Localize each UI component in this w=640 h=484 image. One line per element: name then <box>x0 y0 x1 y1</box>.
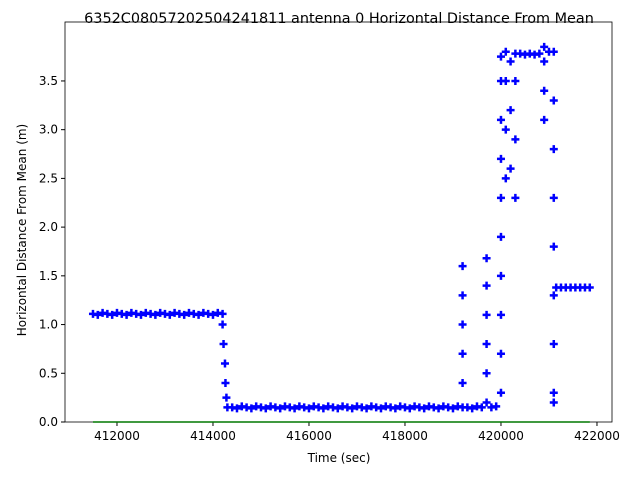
plus-marker <box>458 262 467 271</box>
plus-marker <box>496 193 505 202</box>
plot-frame <box>64 21 613 423</box>
plus-marker <box>549 398 558 407</box>
x-tick-label: 416000 <box>286 429 332 443</box>
plus-marker <box>549 96 558 105</box>
plus-marker <box>420 404 429 413</box>
plus-marker <box>458 379 467 388</box>
plus-marker <box>549 145 558 154</box>
plus-marker <box>458 320 467 329</box>
plus-marker <box>482 369 491 378</box>
plus-marker <box>496 232 505 241</box>
x-tick-label: 418000 <box>382 429 428 443</box>
plus-marker <box>496 271 505 280</box>
plus-marker <box>458 291 467 300</box>
plus-marker <box>448 404 457 413</box>
plus-marker <box>208 310 217 319</box>
plus-marker <box>232 404 241 413</box>
plus-marker <box>501 47 510 56</box>
plus-marker <box>540 115 549 124</box>
plus-marker <box>496 310 505 319</box>
plus-marker <box>319 404 328 413</box>
plus-marker <box>218 320 227 329</box>
plus-marker <box>93 310 102 319</box>
plus-marker <box>458 349 467 358</box>
plus-marker <box>333 404 342 413</box>
plus-marker <box>549 47 558 56</box>
chart-title: 6352C08057202504241811 antenna 0 Horizon… <box>84 11 594 27</box>
plus-marker <box>496 115 505 124</box>
y-tick-label: 1.5 <box>39 269 58 283</box>
plus-marker <box>482 398 491 407</box>
plus-marker <box>482 254 491 263</box>
plus-marker <box>220 359 229 368</box>
plus-marker <box>506 106 515 115</box>
plus-marker <box>549 242 558 251</box>
plus-marker <box>276 404 285 413</box>
plus-marker <box>492 402 501 411</box>
plus-marker <box>496 52 505 61</box>
plus-marker <box>482 340 491 349</box>
plus-marker <box>501 76 510 85</box>
y-tick-label: 1.0 <box>39 318 58 332</box>
plus-marker <box>108 310 117 319</box>
plus-marker <box>540 57 549 66</box>
plus-marker <box>405 404 414 413</box>
plus-marker <box>511 135 520 144</box>
plus-marker <box>535 49 544 58</box>
plus-marker <box>348 404 357 413</box>
x-axis-label: Time (sec) <box>307 451 371 465</box>
plus-marker <box>501 174 510 183</box>
plus-marker <box>482 281 491 290</box>
plus-marker <box>511 193 520 202</box>
plus-marker <box>290 404 299 413</box>
plus-marker <box>304 404 313 413</box>
plus-marker <box>391 404 400 413</box>
plus-marker <box>506 57 515 66</box>
y-tick-label: 0.5 <box>39 366 58 380</box>
plus-marker <box>549 291 558 300</box>
plus-marker <box>511 76 520 85</box>
plus-marker <box>549 340 558 349</box>
plus-marker <box>362 404 371 413</box>
y-tick-label: 3.5 <box>39 74 58 88</box>
plus-marker <box>165 310 174 319</box>
plus-marker <box>222 393 231 402</box>
plus-marker <box>261 404 270 413</box>
plus-marker <box>540 42 549 51</box>
plus-marker <box>219 340 228 349</box>
y-tick-label: 3.0 <box>39 123 58 137</box>
plus-marker <box>468 404 477 413</box>
x-tick-label: 414000 <box>190 429 236 443</box>
plus-marker <box>477 403 486 412</box>
plus-marker <box>136 310 145 319</box>
plus-marker <box>151 310 160 319</box>
x-tick-label: 420000 <box>478 429 524 443</box>
plus-marker <box>549 193 558 202</box>
plus-marker <box>482 310 491 319</box>
plus-marker <box>218 309 227 318</box>
plus-marker <box>496 349 505 358</box>
plus-marker <box>247 404 256 413</box>
plus-marker <box>194 310 203 319</box>
y-tick-label: 2.5 <box>39 171 58 185</box>
plus-marker <box>496 154 505 163</box>
y-tick-label: 0.0 <box>39 415 58 429</box>
y-axis-label: Horizontal Distance From Mean (m) <box>15 124 29 336</box>
plus-marker <box>506 164 515 173</box>
plus-marker <box>434 404 443 413</box>
plus-marker <box>585 283 594 292</box>
plus-marker <box>540 86 549 95</box>
y-tick-label: 2.0 <box>39 220 58 234</box>
plus-marker <box>501 125 510 134</box>
x-tick-label: 422000 <box>574 429 620 443</box>
plus-marker <box>221 379 230 388</box>
plus-marker <box>180 310 189 319</box>
x-tick-label: 412000 <box>94 429 140 443</box>
plus-marker <box>496 388 505 397</box>
plus-marker <box>122 310 131 319</box>
plus-marker <box>376 404 385 413</box>
plus-marker <box>549 388 558 397</box>
